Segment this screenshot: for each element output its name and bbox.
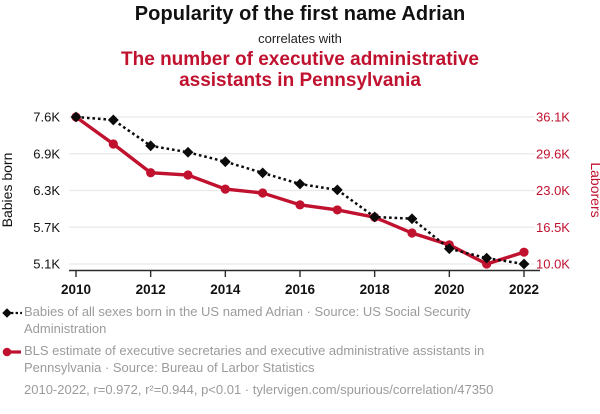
right-tick-label: 36.1K: [536, 110, 570, 125]
right-axis-title: Laborers: [588, 162, 600, 217]
gridlines: [69, 116, 535, 265]
legend-item-laborers-label: BLS estimate of executive secretaries an…: [24, 343, 485, 375]
data-point-diamond: [107, 114, 119, 126]
data-point-diamond: [481, 252, 493, 264]
plot-area: 2010 2012 2014 2016 2018 2020 2022 7.6K 6.9K 6.3K…: [0, 110, 600, 298]
x-tick-label: 2020: [434, 282, 464, 297]
right-tick-label: 29.6K: [536, 146, 570, 161]
data-point-diamond: [369, 211, 381, 223]
data-point-diamond: [182, 146, 194, 158]
data-point-circle: [332, 205, 342, 215]
x-tick-label: 2016: [285, 282, 316, 297]
left-tick-label: 7.6K: [33, 110, 60, 125]
left-axis-title: Babies born: [0, 153, 15, 228]
legend-item-babies-label: Babies of all sexes born in the US named…: [24, 304, 471, 336]
data-point-circle: [183, 170, 193, 180]
legend-item-laborers: BLS estimate of executive secretaries an…: [2, 342, 598, 376]
chart-header: Popularity of the first name Adrian corr…: [0, 0, 600, 91]
x-tick-label: 2010: [61, 282, 91, 297]
data-point-diamond: [70, 111, 82, 123]
data-point-diamond: [145, 140, 157, 152]
data-point-diamond: [406, 213, 418, 225]
x-axis: 2010 2012 2014 2016 2018 2020 2022: [61, 269, 540, 297]
data-point-circle: [220, 184, 230, 194]
data-point-circle: [482, 259, 492, 269]
data-point-circle: [407, 228, 417, 238]
series-babies: [70, 111, 530, 270]
chart-subtitle: The number of executive administrative a…: [121, 49, 479, 91]
left-tick-label: 6.9K: [33, 146, 60, 161]
y-axis-left: 7.6K 6.9K 6.3K 5.7K 5.1K Babies born: [0, 110, 60, 272]
data-point-circle: [295, 200, 305, 210]
chart-connector-text: correlates with: [258, 31, 342, 46]
data-point-circle: [258, 188, 268, 198]
chart-title: Popularity of the first name Adrian: [134, 3, 466, 25]
data-point-circle: [108, 139, 118, 149]
data-point-diamond: [518, 258, 530, 270]
red-circle-solid-series-icon: [2, 347, 21, 357]
black-diamond-dashed-series-icon: [2, 308, 22, 318]
chart-svg: 2010 2012 2014 2016 2018 2020 2022 7.6K 6.9K 6.3K…: [0, 110, 600, 298]
data-point-circle: [519, 247, 529, 257]
x-tick-label: 2012: [136, 282, 166, 297]
stats-citation-line: 2010-2022, r=0.972, r²=0.944, p<0.01 · t…: [24, 382, 494, 397]
left-tick-label: 6.3K: [33, 183, 60, 198]
x-tick-label: 2014: [210, 282, 241, 297]
legend-item-babies: Babies of all sexes born in the US named…: [2, 303, 598, 337]
data-point-diamond: [443, 243, 455, 255]
data-point-diamond: [294, 178, 306, 190]
data-point-diamond: [219, 156, 231, 168]
data-point-diamond: [331, 184, 343, 196]
x-tick-label: 2018: [360, 282, 391, 297]
data-point-circle: [146, 168, 156, 178]
right-tick-label: 23.0K: [536, 183, 570, 198]
left-tick-label: 5.7K: [33, 220, 60, 235]
left-tick-label: 5.1K: [33, 257, 60, 272]
right-tick-label: 16.5K: [536, 220, 570, 235]
legend: Babies of all sexes born in the US named…: [2, 303, 598, 397]
right-tick-label: 10.0K: [536, 257, 570, 272]
x-tick-label: 2022: [509, 282, 539, 297]
y-axis-right: 36.1K 29.6K 23.0K 16.5K 10.0K Laborers: [536, 110, 600, 272]
data-point-diamond: [257, 167, 269, 179]
